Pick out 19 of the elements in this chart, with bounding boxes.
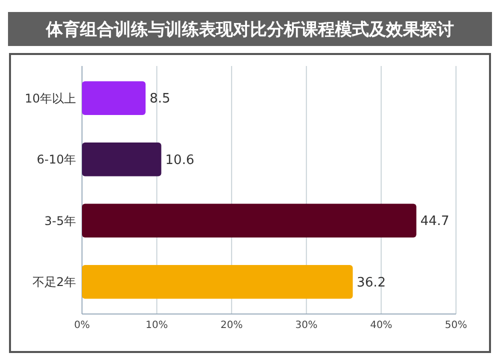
x-tick-label: 40% [370,320,392,331]
data-label: 8.5 [150,92,170,107]
bar [82,204,416,238]
y-tick-label: 10年以上 [24,91,76,106]
y-tick-label: 不足2年 [32,275,76,290]
x-tick-label: 30% [295,320,318,331]
bar [82,265,353,299]
chart-title: 体育组合训练与训练表现对比分析课程模式及效果探讨 [45,18,454,40]
data-label: 36.2 [356,275,386,290]
data-label: 10.6 [165,152,194,168]
x-tick-label: 10% [146,320,168,331]
x-tick-label: 0% [74,320,90,331]
bar [82,142,162,176]
x-tick-label: 50% [444,320,468,331]
bar [82,81,146,115]
x-tick-label: 20% [220,320,243,331]
y-tick-label: 3-5年 [44,214,76,228]
data-label: 44.7 [420,214,450,230]
y-tick-label: 6-10年 [36,152,76,167]
